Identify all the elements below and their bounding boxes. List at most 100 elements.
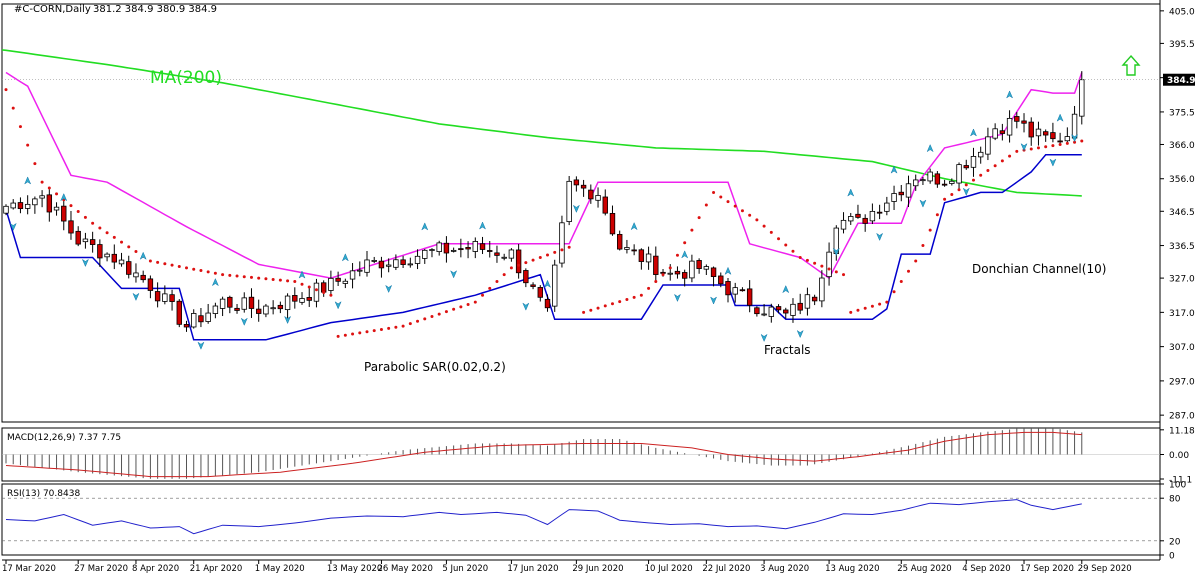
sar-dot	[610, 302, 614, 306]
sar-dot	[849, 310, 853, 314]
time-tick-label: 8 Apr 2020	[132, 564, 179, 574]
sar-dot	[675, 253, 679, 257]
fractal-up-marker	[1006, 90, 1014, 99]
price-tick-label: 297.0	[1169, 377, 1195, 387]
candle-body	[992, 128, 998, 139]
sar-dot	[473, 300, 477, 304]
fractal-up-marker	[630, 221, 638, 231]
fractal-up-marker	[421, 222, 429, 231]
last-price-tag	[1163, 73, 1195, 86]
candle-body	[826, 251, 832, 278]
ma-annotation: MA(200)	[150, 68, 222, 88]
sar-dot	[459, 305, 463, 309]
sar-dot	[546, 253, 549, 257]
candle-body	[450, 249, 457, 252]
sar-dot	[206, 270, 210, 274]
fractal-up-marker	[211, 277, 219, 287]
price-tick-label: 346.5	[1169, 208, 1195, 218]
sar-dot	[1058, 142, 1062, 146]
sar-dot	[769, 230, 773, 234]
candle-body	[732, 287, 738, 295]
candle-body	[927, 171, 933, 182]
sar-dot	[517, 263, 521, 267]
time-tick-label: 4 Sep 2020	[962, 564, 1010, 574]
candle-body	[566, 180, 572, 222]
candle-body	[667, 272, 673, 275]
fractal-down-marker	[832, 247, 840, 257]
time-tick-label: 26 May 2020	[377, 564, 432, 574]
donchian-lower-line	[5, 154, 1082, 341]
candle-body	[32, 198, 38, 206]
sar-dot	[567, 245, 571, 249]
sar-dot	[76, 210, 80, 214]
sar-dot	[307, 285, 311, 289]
sar-dot	[582, 310, 586, 314]
sar-dot	[495, 280, 499, 284]
sar-dot	[755, 218, 759, 222]
fractal-down-marker	[522, 302, 530, 311]
time-tick-label: 22 Jul 2020	[702, 564, 750, 574]
candle-body	[191, 313, 197, 328]
sar-dot	[726, 200, 730, 204]
candle-body	[956, 164, 962, 184]
time-tick-label: 29 Sep 2020	[1078, 564, 1132, 574]
price-pane[interactable]	[1, 3, 1161, 423]
candle-body	[949, 180, 955, 184]
fractal-up-marker	[543, 279, 552, 289]
candle-body	[674, 270, 681, 275]
sar-dot	[444, 310, 448, 314]
candle-body	[385, 264, 392, 267]
candle-body	[241, 297, 247, 310]
sar-dot	[416, 319, 420, 323]
candle-body	[400, 259, 406, 265]
sar-dot	[589, 308, 593, 312]
candle-body	[891, 193, 897, 202]
sar-dot	[26, 143, 30, 147]
sar-dot	[805, 258, 809, 262]
price-tick-label: 307.0	[1169, 343, 1195, 353]
candle-body	[255, 308, 262, 314]
candle-body	[176, 300, 182, 325]
candle-body	[371, 260, 377, 262]
rsi-tick-label: 80	[1169, 495, 1181, 505]
sar-dot	[964, 183, 968, 187]
sar-dot	[134, 250, 138, 254]
fractal-down-marker	[572, 204, 580, 213]
sar-dot	[748, 213, 752, 217]
sar-dot	[314, 288, 318, 292]
time-tick-label: 21 Apr 2020	[190, 564, 243, 574]
price-tick-label: 287.0	[1169, 412, 1195, 422]
fractal-up-marker	[139, 251, 147, 260]
sar-dot	[538, 256, 542, 260]
candle-body	[465, 247, 471, 250]
sar-dot	[199, 269, 203, 273]
sar-dot	[387, 326, 391, 330]
sar-dot	[18, 125, 22, 129]
rsi-pane[interactable]	[1, 483, 1161, 556]
candle-body	[299, 298, 305, 303]
candle-body	[1057, 140, 1063, 143]
sar-dot	[907, 269, 910, 273]
time-tick-label: 10 Jul 2020	[645, 564, 693, 574]
candle-body	[913, 179, 919, 187]
sar-dot	[379, 327, 383, 331]
candle-body	[234, 307, 240, 311]
fractal-down-marker	[385, 284, 393, 294]
fractal-up-marker	[341, 253, 349, 262]
sar-dot	[213, 271, 217, 275]
sar-dot	[979, 173, 983, 177]
sar-dot	[957, 188, 961, 192]
candle-body	[768, 306, 775, 317]
candle-body	[458, 248, 464, 251]
candle-body	[212, 305, 219, 314]
candle-body	[320, 282, 327, 293]
sar-dot	[249, 275, 253, 279]
candle-body	[978, 151, 984, 158]
sar-dot	[329, 293, 333, 297]
candle-body	[436, 242, 442, 253]
candle-body	[580, 184, 587, 189]
time-tick-label: 29 Jun 2020	[572, 564, 623, 574]
candle-body	[934, 173, 941, 185]
